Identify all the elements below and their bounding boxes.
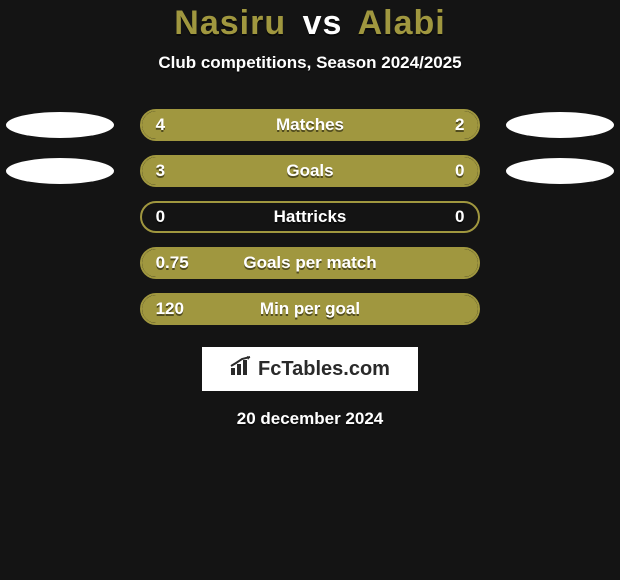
stat-label: Goals per match	[142, 253, 479, 273]
player1-marker	[6, 112, 114, 138]
stat-row: 30Goals	[0, 155, 620, 187]
stat-label: Goals	[142, 161, 479, 181]
card-subtitle: Club competitions, Season 2024/2025	[0, 53, 620, 73]
stat-bar: 120Min per goal	[140, 293, 481, 325]
stat-row: 42Matches	[0, 109, 620, 141]
right-side	[500, 157, 620, 185]
right-side	[500, 203, 620, 231]
left-side	[0, 111, 120, 139]
stat-row: 00Hattricks	[0, 201, 620, 233]
left-side	[0, 157, 120, 185]
player2-name: Alabi	[358, 4, 446, 42]
stat-label: Matches	[142, 115, 479, 135]
right-side	[500, 295, 620, 323]
stats-rows: 42Matches 30Goals 00Hattricks 0.75Goals per…	[0, 109, 620, 325]
player2-marker	[506, 112, 614, 138]
logo: FcTables.com	[230, 356, 390, 382]
left-side	[0, 295, 120, 323]
left-side	[0, 203, 120, 231]
stat-bar: 42Matches	[140, 109, 481, 141]
stat-label: Hattricks	[142, 207, 479, 227]
vs-label: vs	[303, 4, 343, 42]
comparison-card: Nasiru vs Alabi Club competitions, Seaso…	[0, 0, 620, 429]
card-title: Nasiru vs Alabi	[0, 4, 620, 43]
stat-row: 0.75Goals per match	[0, 247, 620, 279]
player1-name: Nasiru	[174, 4, 286, 42]
stat-bar: 00Hattricks	[140, 201, 481, 233]
player2-marker	[506, 158, 614, 184]
player1-marker	[6, 158, 114, 184]
right-side	[500, 249, 620, 277]
stat-row: 120Min per goal	[0, 293, 620, 325]
date-label: 20 december 2024	[0, 409, 620, 429]
logo-box: FcTables.com	[202, 347, 418, 391]
chart-icon	[230, 356, 254, 382]
stat-bar: 30Goals	[140, 155, 481, 187]
stat-label: Min per goal	[142, 299, 479, 319]
logo-text: FcTables.com	[258, 358, 390, 381]
left-side	[0, 249, 120, 277]
right-side	[500, 111, 620, 139]
stat-bar: 0.75Goals per match	[140, 247, 481, 279]
